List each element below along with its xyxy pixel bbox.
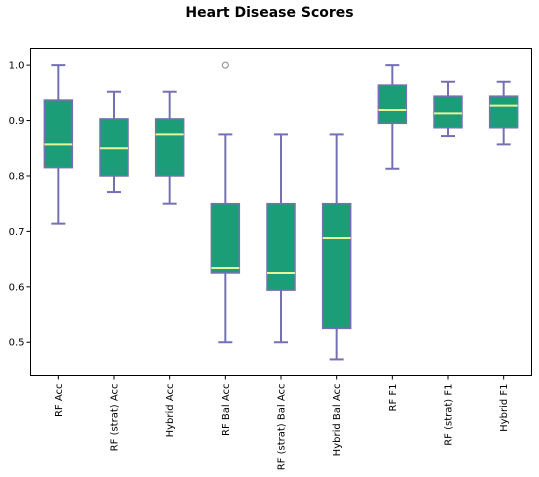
box-iqr (154, 118, 185, 177)
box-item (321, 133, 352, 361)
box-item (433, 80, 463, 138)
y-tick-label: 0.8 (9, 171, 25, 182)
x-tick-label: RF (strat) Bal Acc (277, 384, 288, 471)
box-item (377, 64, 408, 170)
box-item (210, 61, 241, 344)
x-tick-label: Hybrid Bal Acc (332, 384, 343, 457)
box-item (266, 133, 296, 344)
box-iqr (266, 202, 296, 291)
y-tick-label: 0.6 (9, 282, 25, 293)
x-tick-label: RF (strat) F1 (444, 384, 455, 446)
box-iqr (210, 202, 241, 274)
y-axis: 0.5 0.6 0.7 0.8 0.9 1.0 (9, 61, 31, 349)
x-tick-label: Hybrid F1 (499, 383, 510, 431)
box-item (43, 64, 74, 225)
box-iqr (43, 99, 74, 169)
box-iqr (488, 95, 519, 129)
outlier-point (221, 61, 229, 69)
box-item (154, 90, 185, 205)
x-axis: RF Acc RF (strat) Acc Hybrid Acc RF Bal Acc… (54, 375, 510, 471)
chart-title: Heart Disease Scores (185, 5, 354, 21)
y-tick-label: 0.9 (9, 116, 25, 127)
box-iqr (433, 95, 463, 129)
y-tick-label: 0.5 (9, 338, 25, 349)
box-item (488, 80, 519, 146)
y-tick-label: 0.7 (9, 227, 25, 238)
x-tick-label: RF F1 (388, 384, 399, 412)
box-iqr (377, 84, 408, 125)
boxes-group (43, 61, 519, 361)
box-iqr (321, 202, 352, 330)
y-tick-label: 1.0 (9, 61, 25, 72)
box-item (99, 90, 129, 194)
x-tick-label: RF (strat) Acc (110, 384, 121, 452)
x-tick-label: RF Acc (54, 384, 65, 418)
x-tick-label: Hybrid Acc (165, 384, 176, 438)
x-tick-label: RF Bal Acc (221, 384, 232, 437)
